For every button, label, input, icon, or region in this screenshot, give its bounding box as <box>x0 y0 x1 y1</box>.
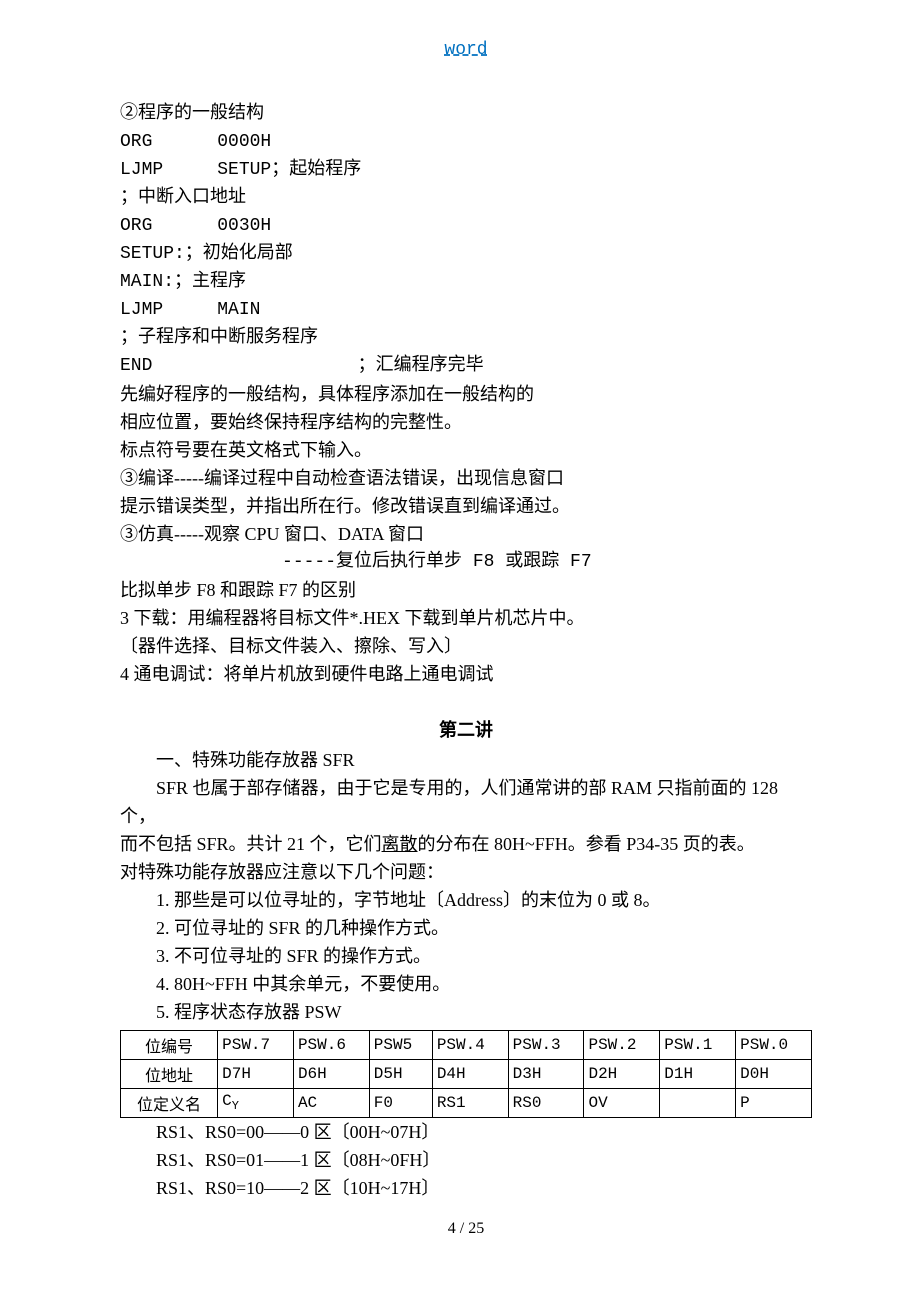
psw-h1: PSW.7 <box>218 1031 294 1060</box>
code-section: ②程序的一般结构 ORG 0000H LJMP SETUP；起始程序 ；中断入口… <box>120 100 812 380</box>
code-line-3: LJMP SETUP；起始程序 <box>120 156 812 184</box>
code-line-5: ORG 0030H <box>120 212 812 240</box>
psw-r3-0: CY <box>218 1089 294 1118</box>
list-item-1: 1. 那些是可以位寻址的，字节地址〔Address〕的末位为 0 或 8。 <box>120 886 812 914</box>
psw-r2-label: 位地址 <box>121 1060 218 1089</box>
rs-line-3: RS1、RS0=10——2 区〔10H~17H〕 <box>156 1174 812 1202</box>
code-line-2: ORG 0000H <box>120 128 812 156</box>
psw-r3-4: RS0 <box>508 1089 584 1118</box>
psw-h8: PSW.0 <box>736 1031 812 1060</box>
code-line-4: ；中断入口地址 <box>120 184 812 212</box>
paragraph-section: 先编好程序的一般结构，具体程序添加在一般结构的 相应位置，要始终保持程序结构的完… <box>120 380 812 688</box>
psw-h3: PSW5 <box>369 1031 432 1060</box>
list-item-5: 5. 程序状态存放器 PSW <box>120 998 812 1026</box>
code-line-1: ②程序的一般结构 <box>120 100 812 128</box>
psw-r3-1: AC <box>293 1089 369 1118</box>
para-4: ③编译-----编译过程中自动检查语法错误，出现信息窗口 <box>120 464 812 492</box>
section2-title: 第二讲 <box>120 716 812 742</box>
psw-h7: PSW.1 <box>660 1031 736 1060</box>
para-2: 相应位置，要始终保持程序结构的完整性。 <box>120 408 812 436</box>
code-line-10: END ；汇编程序完毕 <box>120 352 812 380</box>
psw-h4: PSW.4 <box>432 1031 508 1060</box>
table-row-header: 位编号 PSW.7 PSW.6 PSW5 PSW.4 PSW.3 PSW.2 P… <box>121 1031 812 1060</box>
page-footer: 4 / 25 <box>120 1220 812 1238</box>
psw-r2-1: D6H <box>293 1060 369 1089</box>
rs-line-1: RS1、RS0=00——0 区〔00H~07H〕 <box>156 1118 812 1146</box>
psw-r2-7: D0H <box>736 1060 812 1089</box>
section2-body2-pre: 而不包括 SFR。共计 21 个，它们 <box>120 834 382 854</box>
para-11: 4 通电调试：将单片机放到硬件电路上通电调试 <box>120 660 812 688</box>
psw-r2-2: D5H <box>369 1060 432 1089</box>
psw-r2-3: D4H <box>432 1060 508 1089</box>
psw-r3-3: RS1 <box>432 1089 508 1118</box>
psw-h5: PSW.3 <box>508 1031 584 1060</box>
code-line-6: SETUP:；初始化局部 <box>120 240 812 268</box>
psw-r3-2: F0 <box>369 1089 432 1118</box>
psw-h6: PSW.2 <box>584 1031 660 1060</box>
para-7: -----复位后执行单步 F8 或跟踪 F7 <box>120 548 812 576</box>
psw-table: 位编号 PSW.7 PSW.6 PSW5 PSW.4 PSW.3 PSW.2 P… <box>120 1030 812 1118</box>
para-9: 3 下载：用编程器将目标文件*.HEX 下载到单片机芯片中。 <box>120 604 812 632</box>
psw-r2-0: D7H <box>218 1060 294 1089</box>
psw-r2-6: D1H <box>660 1060 736 1089</box>
rs-lines: RS1、RS0=00——0 区〔00H~07H〕 RS1、RS0=01——1 区… <box>120 1118 812 1202</box>
psw-r2-4: D3H <box>508 1060 584 1089</box>
code-line-7: MAIN:；主程序 <box>120 268 812 296</box>
psw-h0: 位编号 <box>121 1031 218 1060</box>
section2-para2: 而不包括 SFR。共计 21 个，它们离散的分布在 80H~FFH。参看 P34… <box>120 830 812 858</box>
para-1: 先编好程序的一般结构，具体程序添加在一般结构的 <box>120 380 812 408</box>
para-10: 〔器件选择、目标文件装入、擦除、写入〕 <box>120 632 812 660</box>
page-container: word ②程序的一般结构 ORG 0000H LJMP SETUP；起始程序 … <box>0 0 920 1238</box>
psw-r3-6 <box>660 1089 736 1118</box>
section2-body1: SFR 也属于部存储器，由于它是专用的，人们通常讲的部 RAM 只指前面的 12… <box>120 778 778 826</box>
psw-r3-5: OV <box>584 1089 660 1118</box>
section2-body: 一、特殊功能存放器 SFR SFR 也属于部存储器，由于它是专用的，人们通常讲的… <box>120 746 812 1026</box>
para-6: ③仿真-----观察 CPU 窗口、DATA 窗口 <box>120 520 812 548</box>
code-line-8: LJMP MAIN <box>120 296 812 324</box>
code-line-9: ；子程序和中断服务程序 <box>120 324 812 352</box>
para-3: 标点符号要在英文格式下输入。 <box>120 436 812 464</box>
header-word-link[interactable]: word <box>120 40 812 60</box>
psw-r3-label: 位定义名 <box>121 1089 218 1118</box>
list-item-4: 4. 80H~FFH 中其余单元，不要使用。 <box>120 970 812 998</box>
section2-para1: SFR 也属于部存储器，由于它是专用的，人们通常讲的部 RAM 只指前面的 12… <box>120 774 812 830</box>
psw-h2: PSW.6 <box>293 1031 369 1060</box>
table-row-defname: 位定义名 CY AC F0 RS1 RS0 OV P <box>121 1089 812 1118</box>
list-item-3: 3. 不可位寻址的 SFR 的操作方式。 <box>120 942 812 970</box>
rs-line-2: RS1、RS0=01——1 区〔08H~0FH〕 <box>156 1146 812 1174</box>
section2-body2-underline: 离散 <box>382 834 418 854</box>
section2-body3: 对特殊功能存放器应注意以下几个问题： <box>120 858 812 886</box>
list-item-2: 2. 可位寻址的 SFR 的几种操作方式。 <box>120 914 812 942</box>
psw-r2-5: D2H <box>584 1060 660 1089</box>
section2-subtitle: 一、特殊功能存放器 SFR <box>120 746 812 774</box>
table-row-address: 位地址 D7H D6H D5H D4H D3H D2H D1H D0H <box>121 1060 812 1089</box>
section2-body2-after: 的分布在 80H~FFH。参看 P34-35 页的表。 <box>418 834 755 854</box>
para-8: 比拟单步 F8 和跟踪 F7 的区别 <box>120 576 812 604</box>
para-5: 提示错误类型，并指出所在行。修改错误直到编译通过。 <box>120 492 812 520</box>
psw-r3-7: P <box>736 1089 812 1118</box>
